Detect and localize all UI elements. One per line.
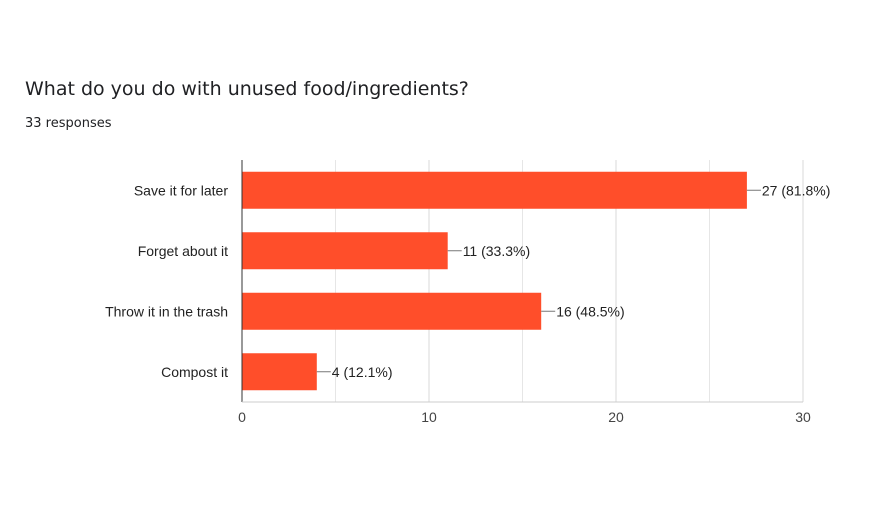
response-count: 33 responses: [25, 116, 112, 131]
data-label: 16 (48.5%): [556, 303, 624, 319]
bar: [242, 353, 317, 391]
bar: [242, 232, 448, 270]
x-tick-label: 0: [238, 409, 246, 425]
category-label: Compost it: [161, 364, 228, 380]
data-label: 11 (33.3%): [463, 243, 530, 259]
question-title: What do you do with unused food/ingredie…: [25, 78, 469, 100]
x-tick-label: 20: [608, 409, 624, 425]
category-label: Throw it in the trash: [105, 303, 228, 319]
bar: [242, 292, 542, 330]
category-label: Save it for later: [134, 182, 228, 198]
x-tick-label: 30: [795, 409, 811, 425]
bar: [242, 171, 747, 209]
data-label: 4 (12.1%): [332, 364, 393, 380]
category-label: Forget about it: [138, 243, 228, 259]
data-label: 27 (81.8%): [762, 182, 830, 198]
x-tick-label: 10: [421, 409, 437, 425]
